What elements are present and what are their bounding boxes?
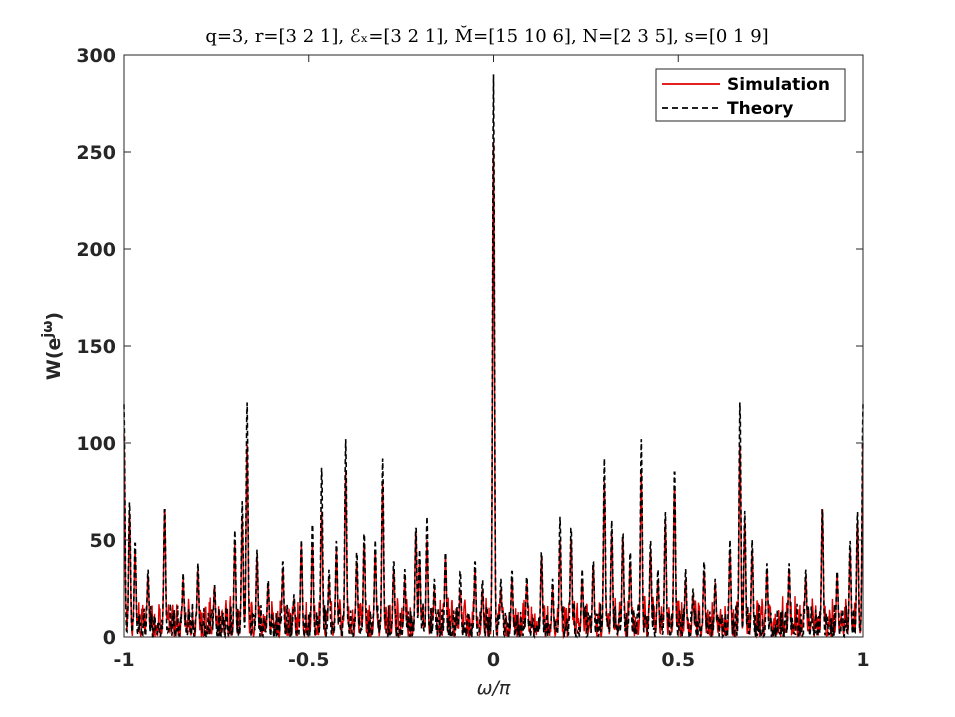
legend-theory-label: Theory [727,99,793,119]
x-tick-label: -1 [113,649,134,671]
ticks-layer: -1 -0.5 0 0.5 1 0 50 100 150 200 250 300 [76,45,869,671]
chart-title: q=3, r=[3 2 1], ℰₓ=[3 2 1], M̆=[15 10 6]… [205,25,768,47]
y-tick-label: 200 [76,239,116,261]
x-axis-label: ω/π [477,677,511,699]
y-axis-label: W(ejω) [40,312,65,380]
x-tick-label: 0 [487,649,500,671]
y-tick-label: 0 [103,627,116,649]
x-tick-label: 1 [856,649,869,671]
y-tick-label: 300 [76,45,116,67]
x-tick-label: 0.5 [661,649,695,671]
y-axis-label-sup: jω [40,321,56,339]
legend: Simulation Theory [655,68,846,122]
y-tick-label: 150 [76,336,116,358]
legend-simulation-label: Simulation [727,75,830,95]
y-axis-label-main: W(e [43,338,65,381]
legend-box [655,68,846,122]
series-theory-line [123,74,864,640]
y-tick-label: 100 [76,433,116,455]
x-tick-label: -0.5 [288,649,330,671]
series-layer [123,74,864,640]
y-axis-label-close: ) [43,312,65,321]
y-tick-label: 50 [90,530,116,552]
y-tick-label: 250 [76,142,116,164]
